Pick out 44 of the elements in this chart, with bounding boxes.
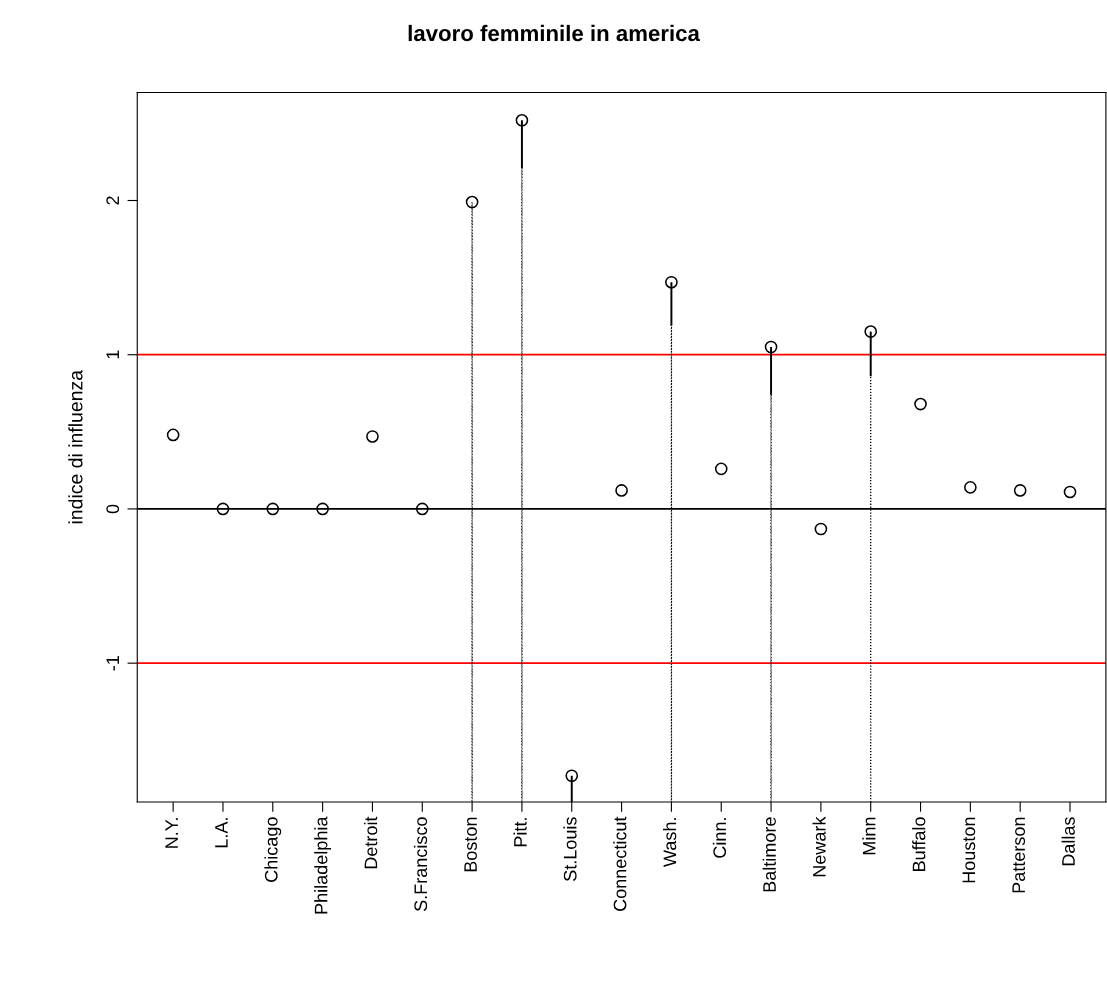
point — [565, 769, 579, 783]
x-tick-label: Pitt. — [513, 818, 527, 847]
chart-title: lavoro femminile in america — [408, 24, 700, 42]
point — [764, 340, 778, 354]
point — [515, 113, 529, 127]
point — [864, 325, 878, 338]
point — [166, 428, 180, 442]
x-tick-label: St.Louis — [563, 817, 577, 881]
x-tick-label: Boston — [464, 817, 477, 872]
x-tick-label: Patterson — [1012, 817, 1026, 893]
x-tick-label: Cinn. — [712, 818, 727, 858]
point — [316, 502, 329, 516]
y-tick-label: 1 — [106, 350, 119, 359]
x-tick-label: Newark — [812, 816, 826, 877]
x-tick-label: Baltimore — [762, 817, 776, 892]
x-tick-label: L.A. — [215, 818, 228, 848]
point — [615, 484, 628, 497]
x-tick-label: Connecticut — [613, 816, 627, 911]
point — [1063, 485, 1077, 499]
x-tick-label: Minn — [862, 817, 876, 855]
y-tick-label: -1 — [106, 656, 119, 671]
y-tick-label: 0 — [106, 504, 120, 514]
point — [465, 195, 479, 209]
x-tick-label: Dallas — [1061, 817, 1075, 866]
x-tick-label: Buffalo — [912, 817, 926, 871]
x-tick-label: S.Francisco — [413, 817, 428, 912]
point — [714, 462, 728, 476]
point — [665, 275, 678, 289]
point — [914, 397, 927, 411]
x-tick-label: Chicago — [264, 817, 282, 882]
point — [415, 502, 429, 516]
x-tick-label: Houston — [962, 817, 976, 883]
point — [366, 430, 379, 443]
point — [814, 522, 828, 536]
y-axis-title: indice di influenza — [68, 369, 83, 524]
y-tick-label: 2 — [106, 196, 119, 205]
point — [964, 481, 977, 494]
x-tick-label: Philadelphia — [314, 816, 332, 914]
x-tick-label: N.Y. — [165, 818, 178, 848]
x-tick-label: Wash. — [662, 818, 677, 867]
point — [266, 502, 280, 516]
point — [216, 502, 230, 516]
x-tick-label: Detroit — [364, 816, 378, 869]
point — [1013, 484, 1027, 497]
